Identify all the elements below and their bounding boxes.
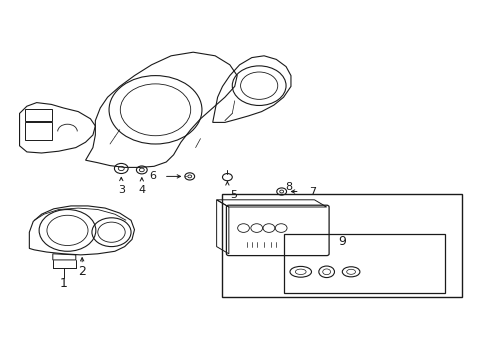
Text: 7: 7 xyxy=(309,186,316,197)
Text: 1: 1 xyxy=(60,277,68,290)
Text: 9: 9 xyxy=(338,235,346,248)
Text: 6: 6 xyxy=(149,171,156,181)
Text: 5: 5 xyxy=(229,190,236,200)
Bar xyxy=(25,122,52,140)
Text: 3: 3 xyxy=(118,185,124,195)
Bar xyxy=(283,234,444,293)
Text: 2: 2 xyxy=(78,265,86,278)
Text: 4: 4 xyxy=(138,185,145,195)
Text: 8: 8 xyxy=(285,182,291,192)
Bar xyxy=(222,194,461,297)
Bar xyxy=(25,109,52,121)
